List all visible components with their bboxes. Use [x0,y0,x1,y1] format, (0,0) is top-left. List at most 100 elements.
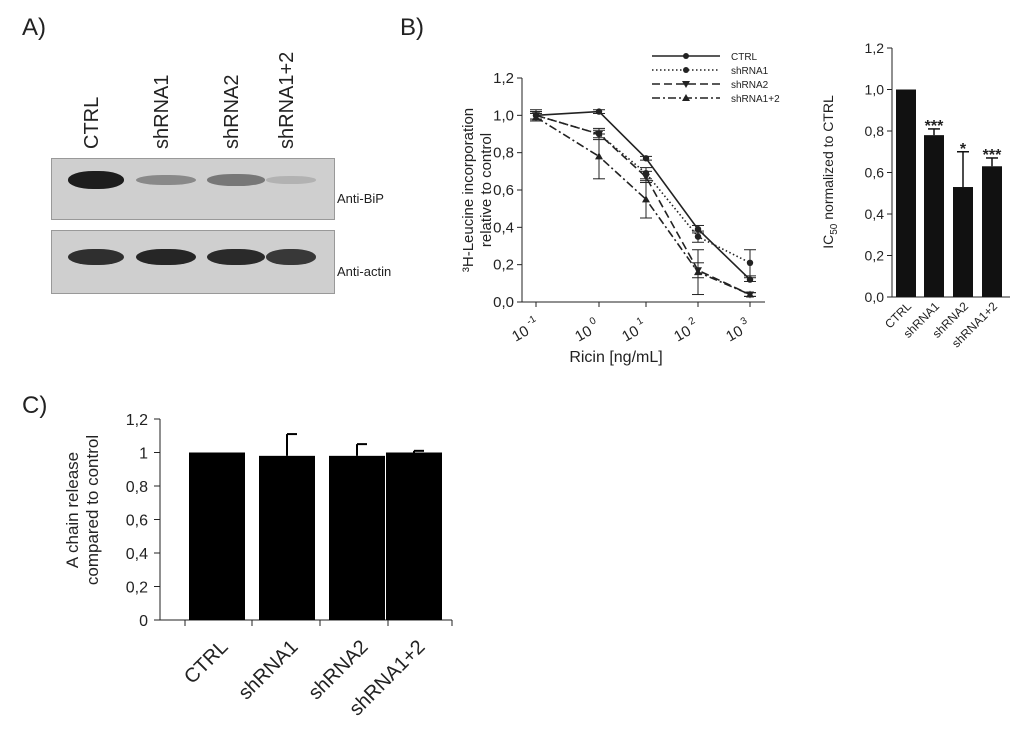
panel-c-label: C) [22,392,48,419]
significance-label: * [960,141,967,158]
x-tick-base: 10 [619,322,642,345]
y-axis-label-text: IC50 normalized to CTRL [820,95,840,249]
bar [896,89,916,297]
data-point [746,259,754,266]
y-tick-label: 0,2 [126,580,148,597]
bar [259,455,315,620]
data-point [746,276,754,283]
blot-strip [51,158,335,220]
y-axis-label-line: relative to control [478,133,495,247]
blot-band [68,248,124,266]
blot-antibody-label: Anti-BiP [337,191,384,206]
blot-band [207,248,265,266]
x-tick-label: 100 [572,315,599,345]
y-tick-label: 0,6 [493,182,514,199]
blot-band [68,171,124,189]
legend-label: CTRL [731,52,758,63]
y-axis-label: A chain release compared to control [63,435,102,585]
blot-band [266,249,316,265]
x-tick-label: 103 [723,315,750,345]
panel-b-label: B) [400,14,424,41]
legend-marker [683,67,689,73]
legend-marker [683,53,689,59]
significance-label: *** [925,118,944,135]
y-tick-label: 0,8 [493,145,514,162]
blot-band [136,174,196,186]
y-tick-label: 0,8 [126,479,148,496]
x-tick-label-group: CTRL [180,636,232,688]
x-tick-base: 10 [671,322,694,345]
x-tick-label: shRNA1 [234,636,302,704]
y-tick-label: 1,2 [865,40,885,56]
legend-marker [682,94,690,101]
x-tick-exponent: 0 [588,315,599,328]
series-line [535,116,751,296]
legend-marker [682,81,690,88]
x-tick-exponent: 2 [687,315,698,328]
data-point [642,195,650,203]
blot-band [207,174,265,186]
bar [924,135,944,297]
x-tick-label: 101 [619,315,646,345]
data-point [694,268,702,276]
x-tick-exponent: 1 [635,315,646,328]
y-tick-label: 0,0 [865,289,885,305]
y-axis-label-line: ³H-Leucine incorporation [460,108,477,272]
significance-label: *** [983,147,1002,164]
series-line [535,114,751,296]
x-tick-label-group: shRNA1 [234,636,302,704]
line-series [530,111,756,299]
x-tick-label: CTRL [180,636,232,688]
bar [953,187,973,297]
x-tick-base: 10 [509,322,532,345]
data-point [642,155,650,162]
y-tick-label: 0,4 [126,546,148,563]
y-axis-label: IC50 normalized to CTRL [820,95,840,249]
data-point [595,152,603,160]
line-series [530,112,756,298]
y-tick-label: 1,2 [493,70,514,87]
y-tick-label: 0,6 [865,165,885,181]
y-axis-label-line: compared to control [83,435,102,585]
y-axis-label: ³H-Leucine incorporation relative to cont… [460,108,495,272]
data-point [595,108,603,115]
bar [386,452,442,620]
data-point [532,113,540,121]
x-tick-base: 10 [572,322,595,345]
release-chart-axes: 0 0,2 0,4 0,6 0,8 1 1,2 A chain release compared… [63,412,453,720]
y-tick-label: 1,0 [493,107,514,124]
y-axis-label-line: A chain release [63,452,82,568]
blot-band [136,248,196,266]
panel-a-label: A) [22,14,46,41]
legend-label: shRNA1 [731,66,769,77]
blot-band [266,176,316,184]
y-tick-label: 0,6 [126,513,148,530]
y-tick-label: 0,2 [493,257,514,274]
line-series [530,111,756,277]
line-chart-axes: 0,00,20,40,60,81,01,210-1100101102103Ric… [460,70,765,366]
legend-label: shRNA1+2 [731,94,780,105]
bar [329,455,385,620]
data-point [746,290,754,298]
bar [982,166,1002,297]
y-tick-label: 0,4 [493,219,514,236]
ic50-chart-axes: 0,0 0,2 0,4 0,6 0,8 1,0 1,2 IC50 normalized to … [820,40,1010,350]
data-point [694,233,702,240]
data-point [642,173,650,181]
x-tick-base: 10 [723,322,746,345]
y-tick-label: 1,2 [126,412,148,429]
legend-label: shRNA2 [731,80,769,91]
y-tick-label: 0,2 [865,248,885,264]
series-line [535,114,751,264]
y-tick-label: 0 [139,613,148,630]
x-tick-label: 10-1 [509,313,538,345]
x-tick-exponent: 3 [739,315,750,328]
y-tick-label: 0,4 [865,206,885,222]
y-tick-label: 1 [139,446,148,463]
x-tick-label: 102 [671,315,698,345]
bar [189,452,245,620]
y-tick-label: 0,0 [493,294,514,311]
y-tick-label: 1,0 [865,82,885,98]
blot-antibody-label: Anti-actin [337,264,392,279]
